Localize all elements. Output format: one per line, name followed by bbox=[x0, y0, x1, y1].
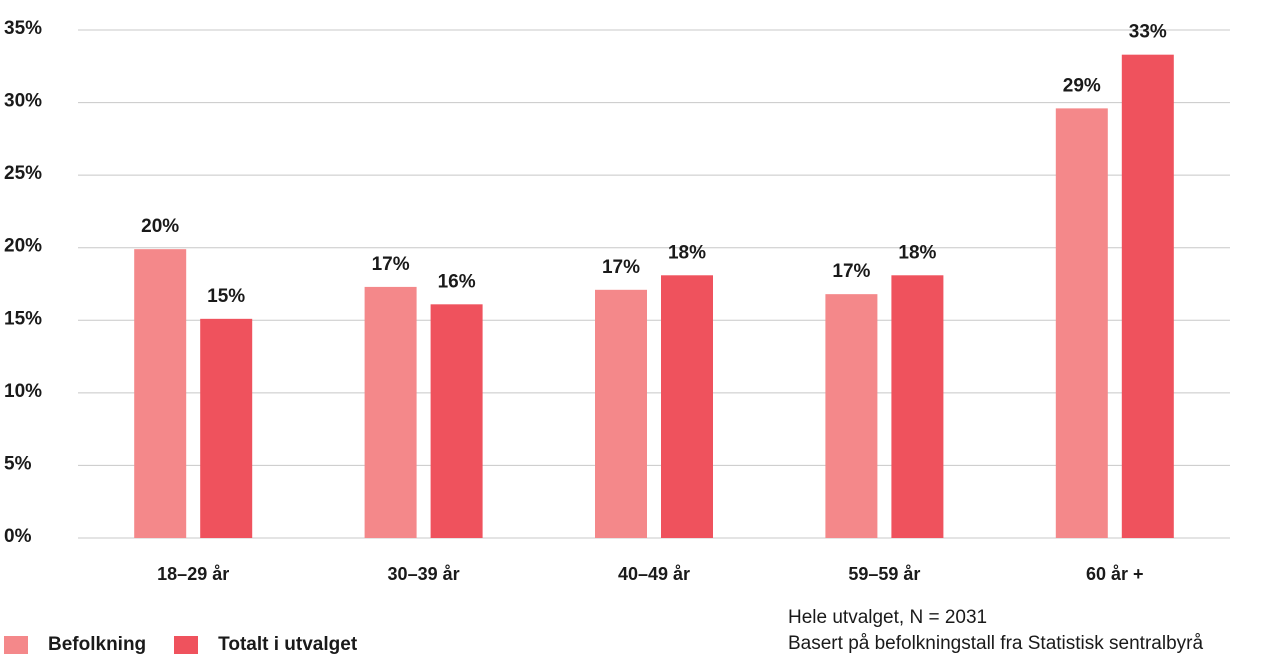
bar-befolkning bbox=[825, 294, 878, 538]
gridlines bbox=[78, 29, 1230, 539]
bar-totalt bbox=[430, 304, 483, 538]
legend-swatch-totalt bbox=[174, 636, 199, 654]
bar-totalt bbox=[1121, 54, 1174, 538]
data-labels: 20% 15% 17% 16% 17% 18% 17% 18% 29% 33% bbox=[141, 22, 1167, 307]
note-source: Basert på befolkningstall fra Statistisk… bbox=[788, 633, 1204, 654]
data-label: 16% bbox=[438, 271, 476, 292]
y-tick-label: 20% bbox=[4, 236, 42, 257]
legend: Befolkning Totalt i utvalget bbox=[4, 634, 385, 656]
data-label: 29% bbox=[1063, 75, 1101, 96]
data-label: 33% bbox=[1129, 22, 1167, 43]
data-label: 17% bbox=[832, 261, 870, 282]
bar-chart: 0% 5% 10% 15% 20% 25% 30% 35% 20% 15% 17% 16% 17% 18… bbox=[4, 18, 1230, 584]
data-label: 17% bbox=[602, 257, 640, 278]
legend-item-befolkning: Befolkning bbox=[4, 634, 146, 656]
chart-note: Hele utvalget, N = 2031 Basert på befolk… bbox=[788, 605, 1203, 657]
bar-befolkning bbox=[134, 249, 187, 538]
y-tick-label: 0% bbox=[4, 526, 32, 547]
y-axis-ticks: 0% 5% 10% 15% 20% 25% 30% 35% bbox=[4, 18, 42, 547]
data-label: 20% bbox=[141, 216, 179, 237]
data-label: 15% bbox=[207, 286, 245, 307]
x-tick-label: 60 år + bbox=[1086, 564, 1144, 584]
data-label: 17% bbox=[372, 254, 410, 275]
y-tick-label: 30% bbox=[4, 91, 42, 112]
y-tick-label: 35% bbox=[4, 18, 42, 39]
bar-totalt bbox=[200, 318, 253, 538]
bar-befolkning bbox=[595, 289, 647, 538]
bar-totalt bbox=[661, 275, 713, 538]
legend-item-totalt: Totalt i utvalget bbox=[174, 634, 357, 656]
y-tick-label: 15% bbox=[4, 308, 42, 329]
y-tick-label: 10% bbox=[4, 381, 42, 402]
bar-befolkning bbox=[1055, 108, 1108, 539]
y-tick-label: 25% bbox=[4, 163, 42, 184]
x-tick-label: 40–49 år bbox=[618, 564, 690, 584]
data-label: 18% bbox=[668, 242, 706, 263]
data-label: 18% bbox=[898, 242, 936, 263]
legend-label-totalt: Totalt i utvalget bbox=[218, 634, 358, 655]
bars bbox=[134, 54, 1174, 539]
legend-swatch-befolkning bbox=[4, 636, 28, 654]
bar-totalt bbox=[891, 275, 944, 538]
x-axis-ticks: 18–29 år 30–39 år 40–49 år 59–59 år 60 år + bbox=[157, 564, 1143, 584]
y-tick-label: 5% bbox=[4, 453, 32, 474]
x-tick-label: 18–29 år bbox=[157, 564, 229, 584]
x-tick-label: 30–39 år bbox=[388, 564, 460, 584]
legend-label-befolkning: Befolkning bbox=[48, 634, 147, 655]
x-tick-label: 59–59 år bbox=[848, 564, 920, 584]
bar-befolkning bbox=[364, 286, 417, 538]
note-sample-size: Hele utvalget, N = 2031 bbox=[788, 607, 988, 628]
